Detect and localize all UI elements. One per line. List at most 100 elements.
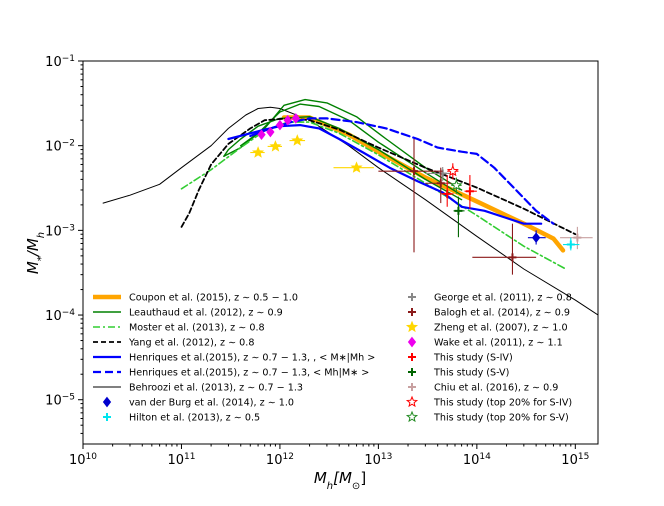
data-point-wake bbox=[275, 119, 285, 131]
model-lines bbox=[102, 98, 598, 316]
data-point-this_s4_top bbox=[446, 164, 459, 177]
legend-entry: Moster et al. (2013), z ∼ 0.8 bbox=[93, 323, 265, 334]
data-point-zheng bbox=[350, 161, 363, 173]
legend-entry: This study (top 20% for S-V) bbox=[405, 410, 569, 424]
data-point-hilton bbox=[566, 240, 575, 249]
series-line-moster bbox=[180, 121, 567, 270]
series-zheng bbox=[250, 134, 374, 173]
y-tick-label: 10−4 bbox=[45, 308, 75, 324]
legend-marker bbox=[407, 336, 417, 348]
data-point-this_s5_top bbox=[450, 179, 463, 191]
legend-entry: Henriques et al.(2015), z ∼ 0.7 − 1.3, ,… bbox=[93, 353, 375, 364]
legend-marker bbox=[405, 410, 419, 423]
legend-marker bbox=[408, 368, 416, 376]
legend-label: van der Burg et al. (2014), z ∼ 1.0 bbox=[129, 398, 294, 409]
legend-marker bbox=[408, 308, 416, 316]
observational-points bbox=[250, 113, 593, 275]
data-point-zheng bbox=[251, 146, 265, 158]
series-this_s4 bbox=[440, 175, 477, 209]
legend-entry: Behroozi et al. (2013), z ∼ 0.7 − 1.3 bbox=[93, 383, 303, 394]
series-line-coupon bbox=[281, 115, 566, 253]
legend-marker bbox=[408, 383, 416, 391]
series-vdburg bbox=[527, 230, 546, 245]
data-point-wake bbox=[291, 113, 300, 124]
legend-entry: This study (S-V) bbox=[408, 368, 509, 379]
series-line-leauthaud_mid bbox=[223, 103, 463, 196]
legend-marker bbox=[405, 395, 419, 408]
y-axis-label: M*/Mh bbox=[24, 232, 47, 274]
series-this_s5_top bbox=[450, 177, 463, 194]
data-point-wake bbox=[257, 129, 266, 140]
series-this_s4_top bbox=[446, 163, 459, 180]
legend-marker bbox=[102, 396, 112, 408]
legend-label: Leauthaud et al. (2012), z ∼ 0.9 bbox=[129, 308, 283, 319]
legend-label: Zheng et al. (2007), z ∼ 1.0 bbox=[434, 323, 568, 334]
data-point-this_s4 bbox=[443, 189, 452, 198]
legend-label: This study (S-IV) bbox=[433, 353, 513, 364]
y-tick-label: 10−1 bbox=[45, 54, 75, 70]
y-tick-label: 10−5 bbox=[45, 393, 75, 409]
data-point-zheng bbox=[269, 140, 282, 152]
y-tick-label: 10−3 bbox=[45, 223, 75, 239]
data-point-balogh bbox=[410, 167, 419, 176]
data-point-zheng bbox=[291, 134, 304, 146]
series-hilton bbox=[563, 237, 580, 251]
legend-label: Coupon et al. (2015), z ∼ 0.5 − 1.0 bbox=[129, 293, 298, 304]
y-tick-label: 10−2 bbox=[45, 139, 75, 155]
plot-frame bbox=[82, 60, 599, 445]
x-tick-label: 1015 bbox=[561, 452, 589, 468]
x-tick-label: 1014 bbox=[463, 452, 491, 468]
legend-left: Coupon et al. (2015), z ∼ 0.5 − 1.0 Leaut… bbox=[93, 293, 375, 424]
legend-entry: This study (top 20% for S-IV) bbox=[405, 395, 572, 409]
legend-label: Yang et al. (2012), z ∼ 0.8 bbox=[128, 338, 254, 349]
legend-entry: Yang et al. (2012), z ∼ 0.8 bbox=[93, 338, 254, 349]
legend-label: This study (top 20% for S-IV) bbox=[433, 398, 572, 409]
data-point-balogh bbox=[436, 179, 445, 188]
legend-label: Balogh et al. (2014), z ∼ 0.9 bbox=[434, 308, 570, 319]
legend-label: Wake et al. (2011), z ∼ 1.1 bbox=[434, 338, 563, 349]
series-line-leauthaud_high bbox=[240, 98, 463, 191]
data-point-balogh bbox=[508, 253, 517, 262]
legend-entry: Chiu et al. (2016), z ∼ 0.9 bbox=[408, 383, 558, 394]
x-tick-label: 1010 bbox=[69, 452, 97, 468]
series-chiu bbox=[560, 226, 593, 250]
legend-label: Chiu et al. (2016), z ∼ 0.9 bbox=[434, 383, 558, 394]
legend-right: George et al. (2011), z ∼ 0.8 Balogh et a… bbox=[405, 293, 572, 424]
series-line-behroozi bbox=[102, 106, 598, 316]
series-wake bbox=[257, 113, 300, 140]
data-point-chiu bbox=[573, 233, 582, 242]
legend-label: Behroozi et al. (2013), z ∼ 0.7 − 1.3 bbox=[129, 383, 303, 394]
legend-label: This study (S-V) bbox=[433, 368, 509, 379]
series-this_s5 bbox=[453, 196, 465, 238]
data-point-this_s5 bbox=[454, 206, 463, 215]
legend-marker bbox=[408, 293, 416, 301]
legend-entry: Hilton et al. (2013), z ∼ 0.5 bbox=[103, 413, 260, 424]
legend-entry: Henriques et al.(2015), z ∼ 0.7 − 1.3, <… bbox=[93, 368, 369, 379]
legend-entry: This study (S-IV) bbox=[408, 353, 513, 364]
legend-entry: Leauthaud et al. (2012), z ∼ 0.9 bbox=[93, 308, 283, 319]
legend-label: Henriques et al.(2015), z ∼ 0.7 − 1.3, ,… bbox=[129, 353, 375, 364]
legend-marker bbox=[405, 320, 419, 333]
legend-entry: van der Burg et al. (2014), z ∼ 1.0 bbox=[102, 396, 294, 409]
axis-ticks: 1010 1011 1012 1013 1014 1015 10−5 10−4 10−3 10−2… bbox=[45, 54, 589, 468]
legend-entry: George et al. (2011), z ∼ 0.8 bbox=[408, 293, 572, 304]
legend-label: This study (top 20% for S-V) bbox=[433, 413, 569, 424]
x-tick-label: 1011 bbox=[167, 452, 195, 468]
x-tick-label: 1013 bbox=[364, 452, 392, 468]
legend-entry: Coupon et al. (2015), z ∼ 0.5 − 1.0 bbox=[93, 293, 298, 304]
legend-label: Moster et al. (2013), z ∼ 0.8 bbox=[129, 323, 265, 334]
legend-marker bbox=[408, 353, 416, 361]
data-point-this_s4 bbox=[465, 187, 474, 196]
legend-entry: Zheng et al. (2007), z ∼ 1.0 bbox=[405, 320, 568, 334]
legend-marker bbox=[103, 413, 111, 421]
x-axis-label: Mh[M⊙] bbox=[314, 469, 366, 492]
data-point-wake bbox=[283, 114, 292, 126]
x-tick-label: 1012 bbox=[266, 452, 294, 468]
legend-label: Henriques et al.(2015), z ∼ 0.7 − 1.3, <… bbox=[129, 368, 369, 379]
data-point-vdburg bbox=[531, 232, 541, 243]
legend-label: George et al. (2011), z ∼ 0.8 bbox=[434, 293, 572, 304]
data-point-wake bbox=[266, 126, 275, 138]
legend-label: Hilton et al. (2013), z ∼ 0.5 bbox=[129, 413, 260, 424]
series-balogh bbox=[378, 138, 537, 275]
